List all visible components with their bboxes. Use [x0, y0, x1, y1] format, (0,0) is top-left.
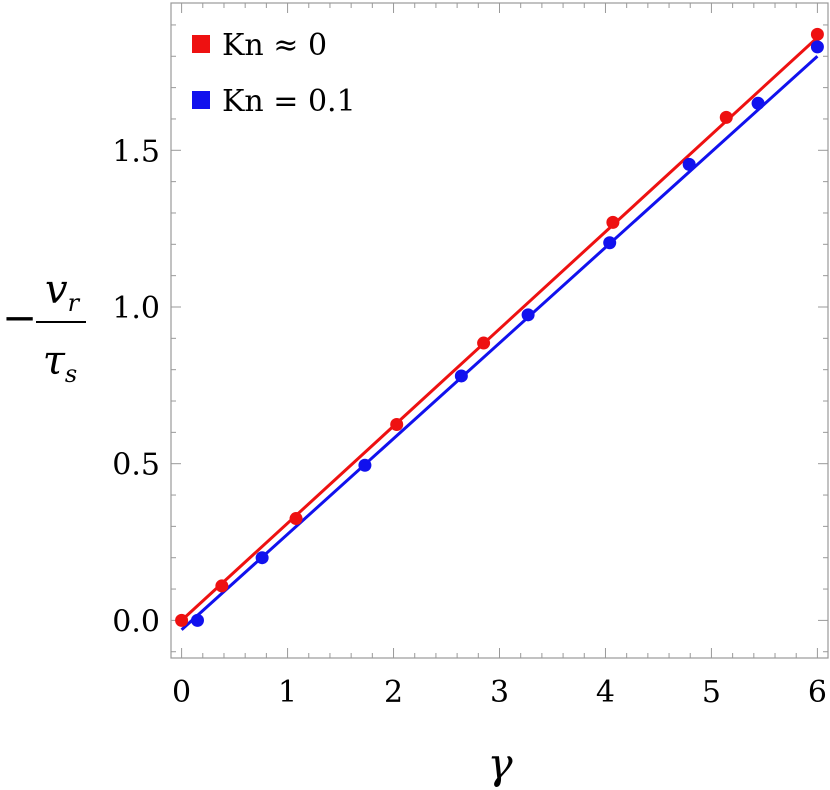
tick-labels: 0 1 2 3 4 5 6 0.0 0.5 1.0 1.5 [112, 134, 827, 710]
y-tick-label: 0.5 [112, 448, 160, 483]
legend-label-1: Kn = 0.1 [222, 84, 356, 119]
series-1-point [358, 458, 372, 472]
x-tick-label: 1 [278, 675, 297, 710]
series-1-point [751, 96, 765, 110]
series-1-point [454, 369, 468, 383]
x-tick-label: 4 [596, 675, 615, 710]
fit-lines [180, 36, 819, 631]
series-1-fit-line [180, 55, 819, 631]
legend-swatch-1 [192, 91, 210, 109]
x-tick-label: 6 [808, 675, 827, 710]
y-axis-title: − vr τs [2, 267, 86, 388]
y-axis-title-prefix: − [2, 293, 37, 342]
series-0-point [477, 336, 491, 350]
x-axis-title: γ [487, 739, 513, 788]
series-1-point [810, 40, 824, 54]
legend-swatch-0 [192, 35, 210, 53]
x-tick-label: 0 [172, 675, 191, 710]
legend-label-0: Kn ≈ 0 [222, 28, 327, 63]
series-0-point [215, 579, 229, 593]
y-tick-label: 1.5 [112, 134, 160, 169]
y-axis-title-denominator-sub: s [65, 360, 77, 388]
series-1-point [190, 613, 204, 627]
y-axis-title-denominator: τs [43, 338, 77, 388]
series-1-point [255, 551, 269, 565]
series-0-point [606, 215, 620, 229]
series-0-point [719, 110, 733, 124]
x-tick-label: 2 [384, 675, 403, 710]
x-tick-label: 3 [490, 675, 509, 710]
series-1-point [603, 236, 617, 250]
series-0-point [289, 512, 303, 526]
series-0-point [810, 27, 824, 41]
axis-ticks [171, 3, 828, 658]
series-1-point [521, 308, 535, 322]
legend: Kn ≈ 0 Kn = 0.1 [192, 28, 356, 119]
y-tick-label: 0.0 [112, 604, 160, 639]
data-points [175, 27, 824, 627]
y-axis-title-numerator-sub: r [68, 289, 81, 317]
series-1-point [682, 157, 696, 171]
y-tick-label: 1.0 [112, 291, 160, 326]
series-0-point [390, 418, 404, 432]
series-0-fit-line [180, 36, 819, 622]
x-tick-label: 5 [702, 675, 721, 710]
y-axis-title-numerator: vr [45, 267, 81, 317]
series-0-point [175, 613, 189, 627]
